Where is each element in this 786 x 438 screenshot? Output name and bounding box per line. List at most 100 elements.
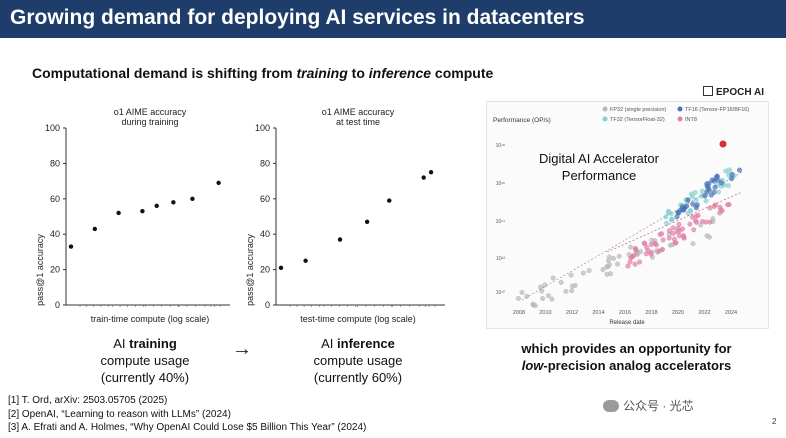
legend-int8: INT8 [685, 117, 697, 123]
caption-bold-word: training [129, 336, 177, 351]
epoch-dot [694, 202, 700, 208]
epoch-trend-line [521, 171, 743, 301]
epoch-dot [569, 283, 575, 289]
subtitle-mid: to [347, 65, 369, 81]
epoch-dot [660, 237, 666, 243]
y-tick-labels: 0 20 40 60 80 100 [255, 123, 270, 310]
epoch-dot [681, 207, 687, 213]
epoch-dot [723, 168, 729, 174]
epoch-dot [665, 208, 671, 214]
y-tick-label: 60 [260, 194, 270, 204]
wechat-watermark: 公众号 · 光芯 [603, 397, 694, 414]
axes [63, 127, 230, 307]
epoch-dot [633, 248, 639, 254]
epoch-x-tick: 2018 [645, 310, 657, 316]
epoch-x-tick: 2008 [513, 310, 525, 316]
logo-text: EPOCH AI [716, 87, 764, 98]
epoch-x-axis-label: Release date [609, 320, 645, 326]
epoch-dot [703, 219, 709, 225]
epoch-dot [607, 271, 613, 277]
accelerator-scatter: Performance (OP/s) FP32 (single precisio… [493, 106, 749, 326]
epoch-dot [540, 295, 546, 301]
epoch-dot [625, 263, 631, 269]
caption-line2: compute usage [100, 353, 190, 368]
epoch-legend: FP32 (single precision) TF16 (Tensor-FP1… [602, 106, 749, 123]
data-point [92, 226, 98, 232]
epoch-x-tick: 2014 [592, 310, 604, 316]
data-point [337, 237, 343, 242]
data-point [154, 203, 159, 209]
subtitle-em-inference: inference [368, 65, 432, 81]
epoch-dot [637, 259, 643, 265]
axes [273, 127, 445, 307]
accelerator-performance-image: Performance (OP/s) FP32 (single precisio… [486, 101, 769, 329]
epoch-dot [652, 240, 658, 246]
epoch-dot [699, 188, 705, 194]
opportunity-line1: which provides an opportunity for [521, 341, 732, 356]
epoch-dot [712, 184, 718, 190]
epoch-dot [627, 259, 633, 265]
epoch-x-tick: 2022 [698, 310, 710, 316]
epoch-dot [628, 244, 634, 250]
epoch-dot [616, 253, 622, 259]
epoch-dot [669, 216, 675, 222]
epoch-dot [550, 275, 556, 281]
epoch-dot [713, 175, 719, 181]
y-tick-label: 80 [260, 158, 270, 168]
epoch-dot [643, 251, 649, 257]
epoch-y-tick: 10¹⁰ [496, 290, 505, 296]
y-tick-label: 100 [255, 123, 270, 133]
epoch-dot [670, 230, 676, 236]
epoch-y-tick: 10¹⁶ [496, 181, 505, 187]
epoch-x-tick: 2024 [725, 310, 737, 316]
epoch-dot [708, 192, 714, 198]
caption-bold-word: inference [337, 336, 395, 351]
reference-1: [1] T. Ord, arXiv: 2503.05705 (2025) [8, 395, 168, 406]
data-points [68, 180, 221, 249]
opportunity-line2: -precision analog accelerators [543, 358, 732, 373]
epoch-dot [656, 248, 662, 254]
epoch-dot [692, 189, 698, 195]
legend-swatch-tf16 [677, 106, 683, 112]
opportunity-em: low [521, 358, 544, 373]
chart-title-line1: o1 AIME accuracy [322, 107, 395, 117]
epoch-dot [563, 288, 569, 294]
epoch-dot [704, 233, 710, 239]
epoch-dot [690, 201, 696, 207]
caption-inference: AI inference compute usage (currently 60… [293, 335, 423, 386]
epoch-dot [673, 240, 679, 246]
reference-2: [2] OpenAI, “Learning to reason with LLM… [8, 408, 231, 420]
epoch-dot [670, 225, 676, 231]
y-tick-label: 100 [45, 123, 60, 133]
y-tick-label: 40 [260, 229, 270, 239]
epoch-dot [606, 254, 612, 260]
epoch-dot [693, 197, 699, 203]
y-tick-label: 0 [55, 300, 60, 310]
epoch-dot [614, 261, 620, 267]
legend-swatch-int8 [677, 116, 683, 122]
epoch-dot [725, 183, 731, 189]
epoch-dot [667, 242, 673, 248]
epoch-y-tick: 10¹⁴ [496, 219, 505, 225]
epoch-dot [666, 235, 672, 241]
epoch-dot [711, 203, 717, 209]
epoch-dot [704, 189, 710, 195]
data-point [421, 175, 426, 180]
y-tick-label: 0 [265, 300, 270, 310]
logo-mark-icon [703, 86, 713, 96]
epoch-dot [569, 288, 575, 294]
wechat-icon [603, 400, 619, 412]
arrow-icon: → [232, 338, 252, 360]
y-axis-label: pass@1 accuracy [245, 234, 255, 306]
epoch-dot [729, 171, 735, 177]
inference-accuracy-chart: o1 AIME accuracy at test time pass@1 acc… [245, 107, 445, 324]
caption-line2: compute usage [313, 353, 403, 368]
epoch-dot [691, 227, 697, 233]
data-point [116, 210, 121, 216]
epoch-dot [704, 181, 710, 187]
data-point [190, 196, 195, 201]
data-point [387, 198, 392, 203]
x-axis-label: test-time compute (log scale) [300, 314, 416, 324]
epoch-dot [685, 210, 691, 216]
epoch-dots [515, 140, 743, 309]
